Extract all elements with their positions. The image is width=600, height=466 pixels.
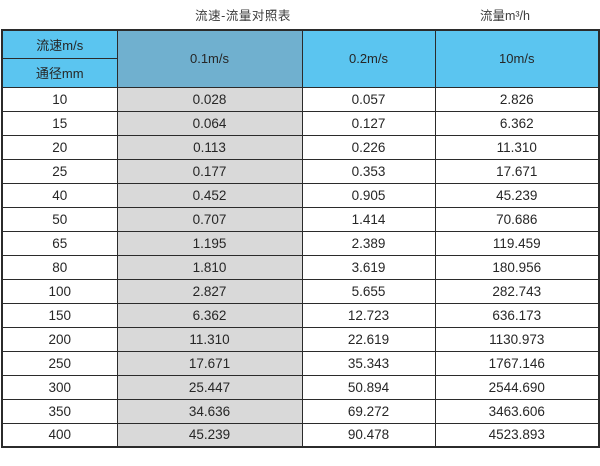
- table-row: 25 0.177 0.353 17.671: [1, 158, 600, 184]
- cell-diameter: 25: [1, 158, 118, 184]
- header-col-0-1ms: 0.1m/s: [116, 29, 303, 88]
- flow-comparison-table: 流速m/s 0.1m/s 0.2m/s 10m/s 通径mm 10 0.028 0.…: [1, 29, 600, 448]
- table-row: 200 11.310 22.619 1130.973: [1, 326, 600, 352]
- cell-flow-0-2ms: 35.343: [301, 350, 436, 376]
- header-velocity-label: 流速m/s: [1, 29, 118, 59]
- table-row: 15 0.064 0.127 6.362: [1, 110, 600, 136]
- cell-flow-0-1ms: 0.113: [116, 134, 303, 160]
- cell-flow-0-2ms: 5.655: [301, 278, 436, 304]
- cell-flow-10ms: 282.743: [434, 278, 600, 304]
- cell-flow-0-2ms: 0.226: [301, 134, 436, 160]
- cell-diameter: 150: [1, 302, 118, 328]
- cell-diameter: 350: [1, 398, 118, 424]
- cell-flow-0-1ms: 34.636: [116, 398, 303, 424]
- table-body: 10 0.028 0.057 2.826 15 0.064 0.127 6.362 20 0.11…: [1, 86, 600, 448]
- cell-flow-10ms: 180.956: [434, 254, 600, 280]
- cell-diameter: 300: [1, 374, 118, 400]
- cell-flow-0-1ms: 0.452: [116, 182, 303, 208]
- cell-diameter: 400: [1, 422, 118, 448]
- table-row: 300 25.447 50.894 2544.690: [1, 374, 600, 400]
- table-row: 400 45.239 90.478 4523.893: [1, 422, 600, 448]
- cell-flow-0-1ms: 1.195: [116, 230, 303, 256]
- cell-flow-0-2ms: 12.723: [301, 302, 436, 328]
- cell-flow-0-2ms: 0.127: [301, 110, 436, 136]
- cell-flow-10ms: 119.459: [434, 230, 600, 256]
- cell-flow-0-1ms: 45.239: [116, 422, 303, 448]
- cell-flow-0-2ms: 2.389: [301, 230, 436, 256]
- cell-flow-10ms: 11.310: [434, 134, 600, 160]
- cell-flow-10ms: 2544.690: [434, 374, 600, 400]
- flow-unit-label: 流量m³/h: [479, 9, 530, 23]
- cell-flow-0-1ms: 6.362: [116, 302, 303, 328]
- cell-flow-0-2ms: 0.057: [301, 86, 436, 112]
- cell-diameter: 15: [1, 110, 118, 136]
- cell-flow-0-1ms: 0.028: [116, 86, 303, 112]
- table-row: 10 0.028 0.057 2.826: [1, 86, 600, 112]
- header-row-top: 流速m/s 0.1m/s 0.2m/s 10m/s: [1, 29, 600, 88]
- table-row: 50 0.707 1.414 70.686: [1, 206, 600, 232]
- cell-diameter: 65: [1, 230, 118, 256]
- cell-flow-10ms: 70.686: [434, 206, 600, 232]
- cell-flow-0-2ms: 22.619: [301, 326, 436, 352]
- cell-flow-0-1ms: 2.827: [116, 278, 303, 304]
- table-row: 250 17.671 35.343 1767.146: [1, 350, 600, 376]
- cell-flow-0-2ms: 90.478: [301, 422, 436, 448]
- cell-flow-10ms: 636.173: [434, 302, 600, 328]
- cell-diameter: 200: [1, 326, 118, 352]
- cell-flow-0-2ms: 0.353: [301, 158, 436, 184]
- cell-flow-0-2ms: 3.619: [301, 254, 436, 280]
- table-row: 40 0.452 0.905 45.239: [1, 182, 600, 208]
- header-col-0-2ms: 0.2m/s: [301, 29, 436, 88]
- header-col-10ms: 10m/s: [434, 29, 600, 88]
- cell-diameter: 50: [1, 206, 118, 232]
- table-row: 80 1.810 3.619 180.956: [1, 254, 600, 280]
- cell-flow-10ms: 3463.606: [434, 398, 600, 424]
- header-row-bottom: 通径mm: [1, 58, 599, 88]
- cell-flow-10ms: 17.671: [434, 158, 600, 184]
- table-row: 150 6.362 12.723 636.173: [1, 302, 600, 328]
- table-title: 流速-流量对照表: [195, 9, 291, 23]
- cell-flow-10ms: 1130.973: [434, 326, 600, 352]
- cell-flow-0-1ms: 11.310: [116, 326, 303, 352]
- table-row: 65 1.195 2.389 119.459: [1, 230, 600, 256]
- cell-flow-0-1ms: 0.177: [116, 158, 303, 184]
- cell-flow-0-2ms: 0.905: [301, 182, 436, 208]
- cell-flow-10ms: 2.826: [434, 86, 600, 112]
- cell-diameter: 80: [1, 254, 118, 280]
- cell-flow-0-1ms: 17.671: [116, 350, 303, 376]
- cell-flow-10ms: 6.362: [434, 110, 600, 136]
- cell-flow-10ms: 45.239: [434, 182, 600, 208]
- cell-diameter: 10: [1, 86, 118, 112]
- table-row: 350 34.636 69.272 3463.606: [1, 398, 600, 424]
- cell-flow-0-1ms: 25.447: [116, 374, 303, 400]
- cell-flow-0-2ms: 50.894: [301, 374, 436, 400]
- cell-flow-10ms: 1767.146: [434, 350, 600, 376]
- cell-flow-0-1ms: 0.707: [116, 206, 303, 232]
- cell-diameter: 40: [1, 182, 118, 208]
- cell-flow-0-1ms: 0.064: [116, 110, 303, 136]
- header-diameter-label: 通径mm: [1, 58, 118, 88]
- cell-diameter: 20: [1, 134, 118, 160]
- cell-diameter: 100: [1, 278, 118, 304]
- table-row: 20 0.113 0.226 11.310: [1, 134, 600, 160]
- cell-diameter: 250: [1, 350, 118, 376]
- cell-flow-0-2ms: 1.414: [301, 206, 436, 232]
- cell-flow-10ms: 4523.893: [434, 422, 600, 448]
- table-row: 100 2.827 5.655 282.743: [1, 278, 600, 304]
- table-header: 流速m/s 0.1m/s 0.2m/s 10m/s 通径mm: [1, 29, 600, 88]
- cell-flow-0-2ms: 69.272: [301, 398, 436, 424]
- cell-flow-0-1ms: 1.810: [116, 254, 303, 280]
